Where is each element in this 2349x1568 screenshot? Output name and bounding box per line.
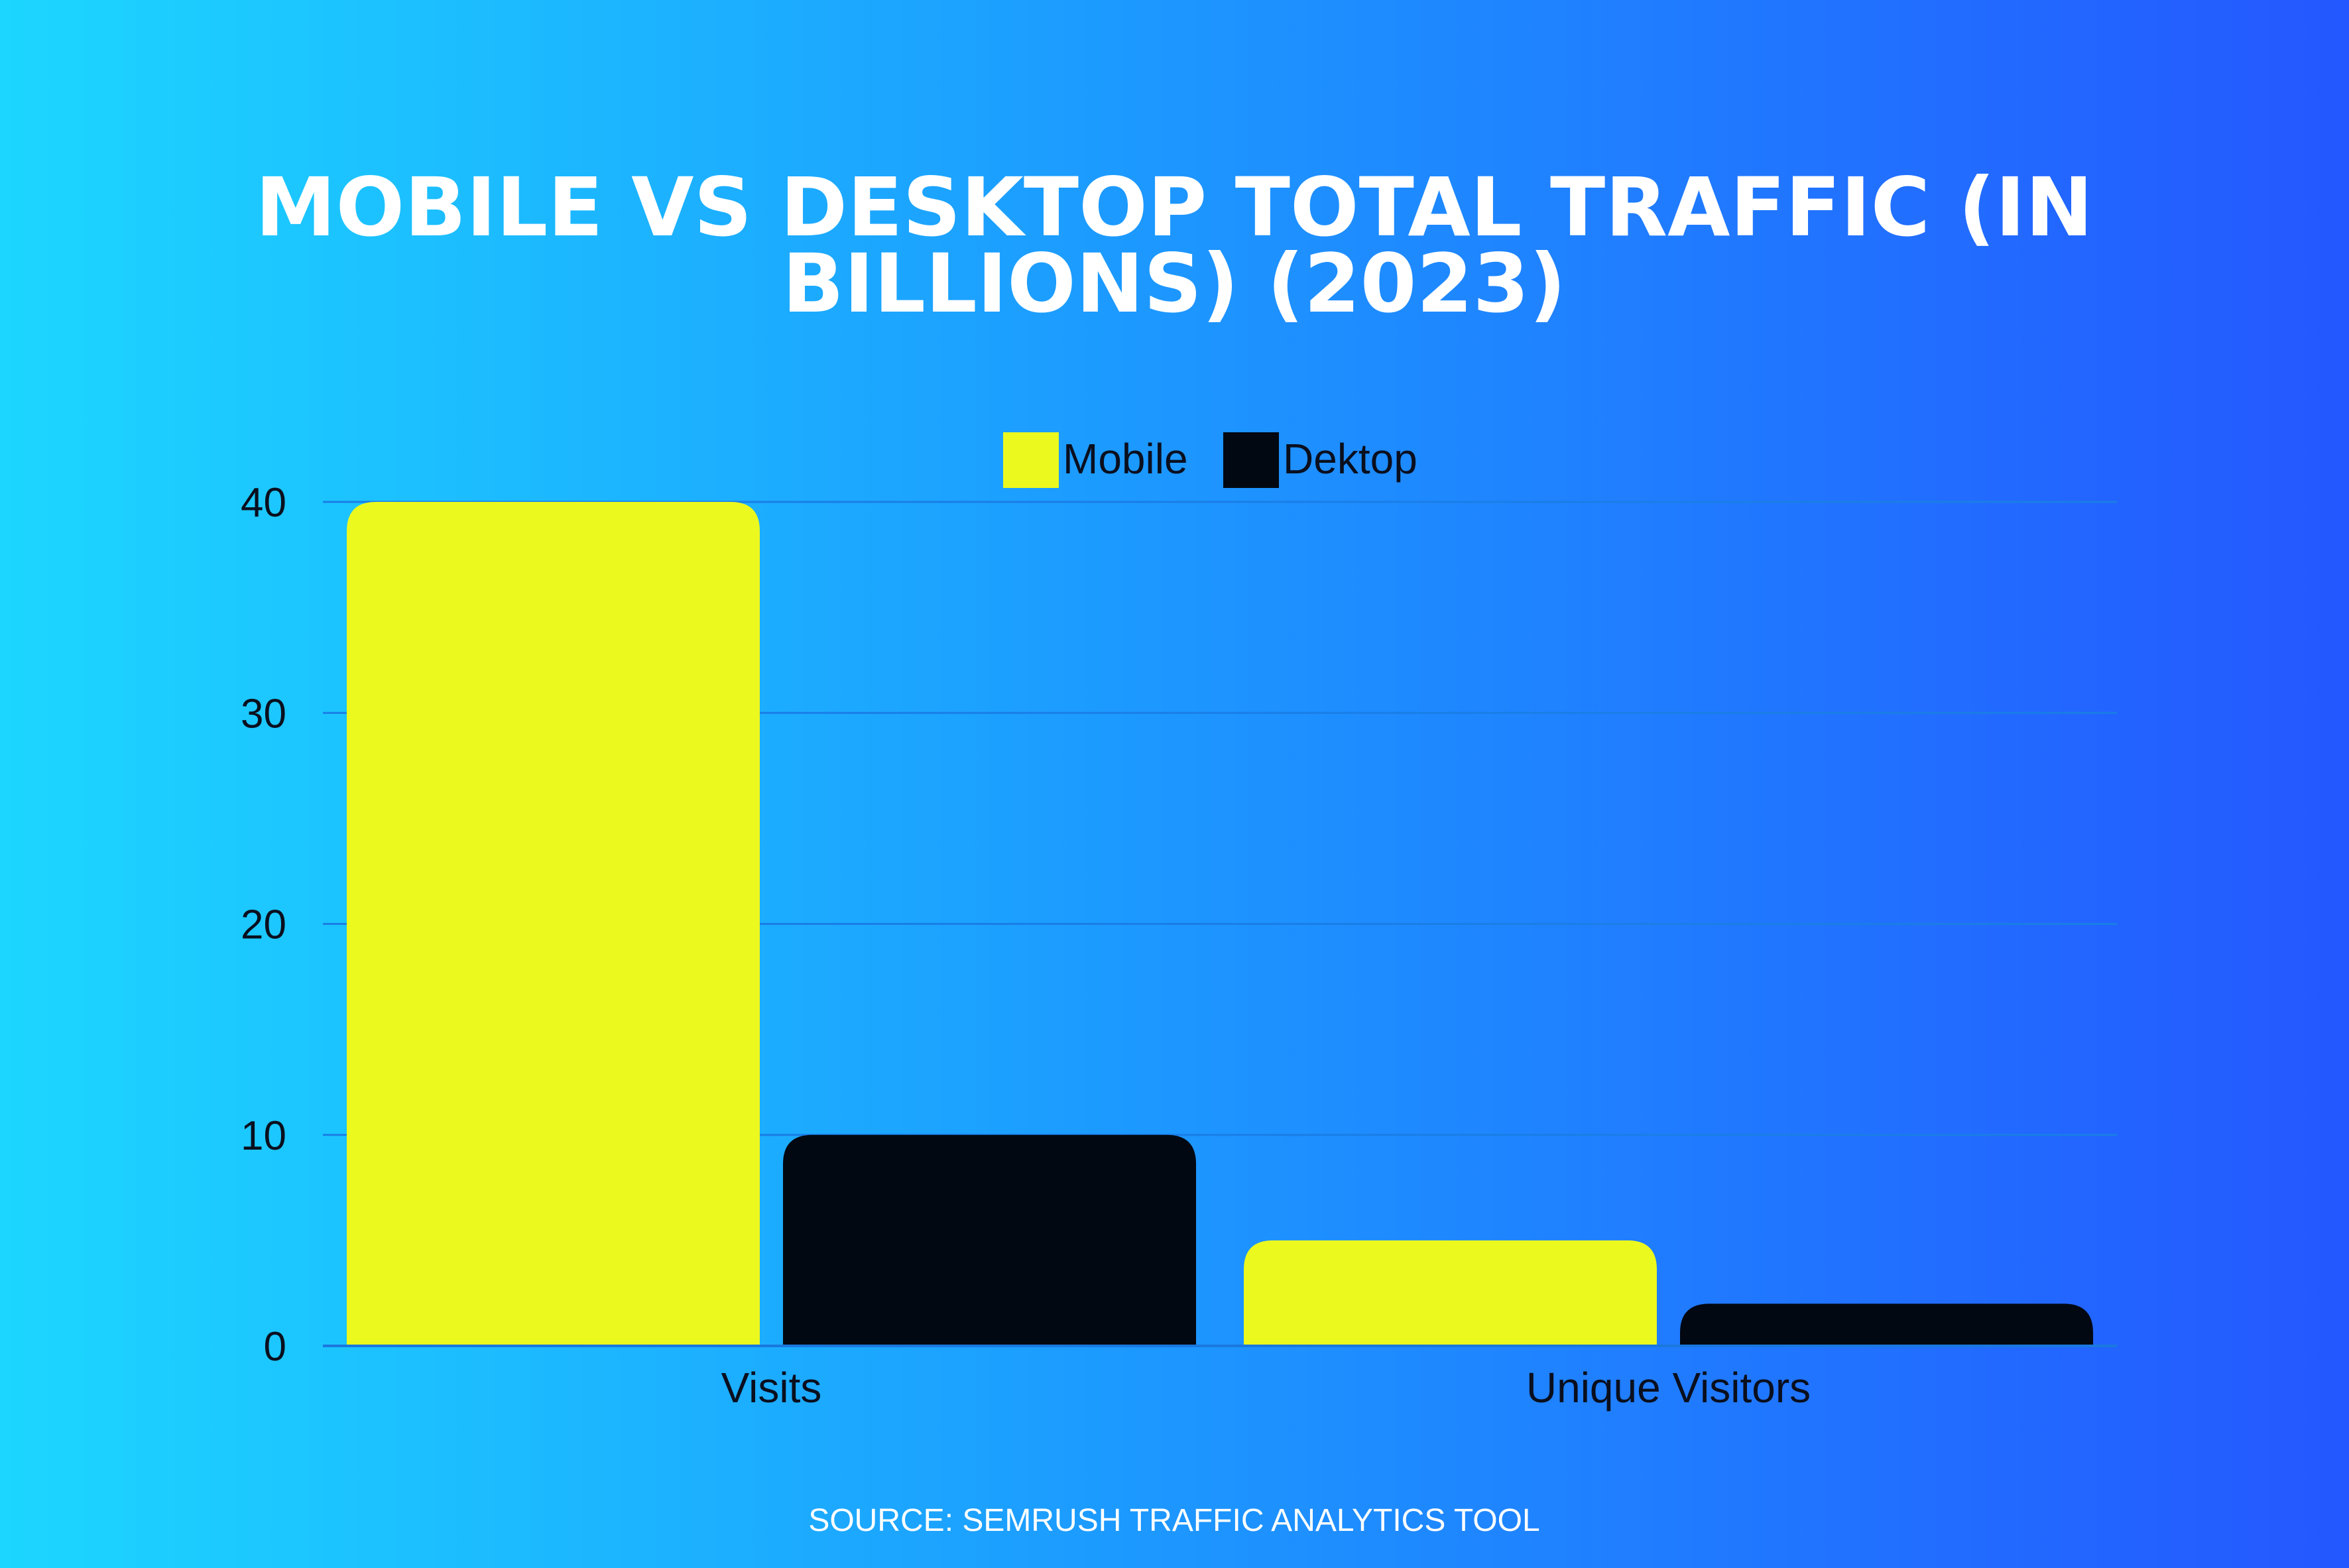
x-axis-labels: Visits Unique Visitors [721, 1364, 1811, 1412]
source-note: SOURCE: SEMRUSH TRAFFIC ANALYTICS TOOL [808, 1503, 1539, 1538]
y-tick-label: 20 [241, 902, 286, 948]
legend-label-desktop: Dektop [1283, 435, 1417, 483]
y-tick-label: 30 [241, 691, 286, 737]
legend-swatch-desktop [1223, 432, 1279, 488]
y-tick-label: 0 [264, 1324, 286, 1370]
bars [347, 502, 2093, 1346]
legend-swatch-mobile [1003, 432, 1059, 488]
legend: Mobile Dektop [1003, 432, 1417, 488]
bar-dektop-unique-visitors [1680, 1303, 2093, 1346]
y-tick-label: 40 [241, 480, 286, 526]
x-category-label: Visits [721, 1364, 822, 1412]
y-tick-label: 10 [241, 1113, 286, 1159]
x-category-label: Unique Visitors [1526, 1364, 1811, 1412]
bar-dektop-visits [783, 1134, 1196, 1346]
bar-mobile-visits [347, 502, 760, 1346]
bar-mobile-unique-visitors [1244, 1240, 1657, 1346]
legend-label-mobile: Mobile [1063, 435, 1188, 483]
y-axis-ticks: 0 10 20 30 40 [241, 480, 286, 1370]
chart-title-line-1: MOBILE VS DESKTOP TOTAL TRAFFIC (IN [255, 160, 2093, 255]
chart-title-line-2: BILLIONS) (2023) [782, 237, 1566, 331]
